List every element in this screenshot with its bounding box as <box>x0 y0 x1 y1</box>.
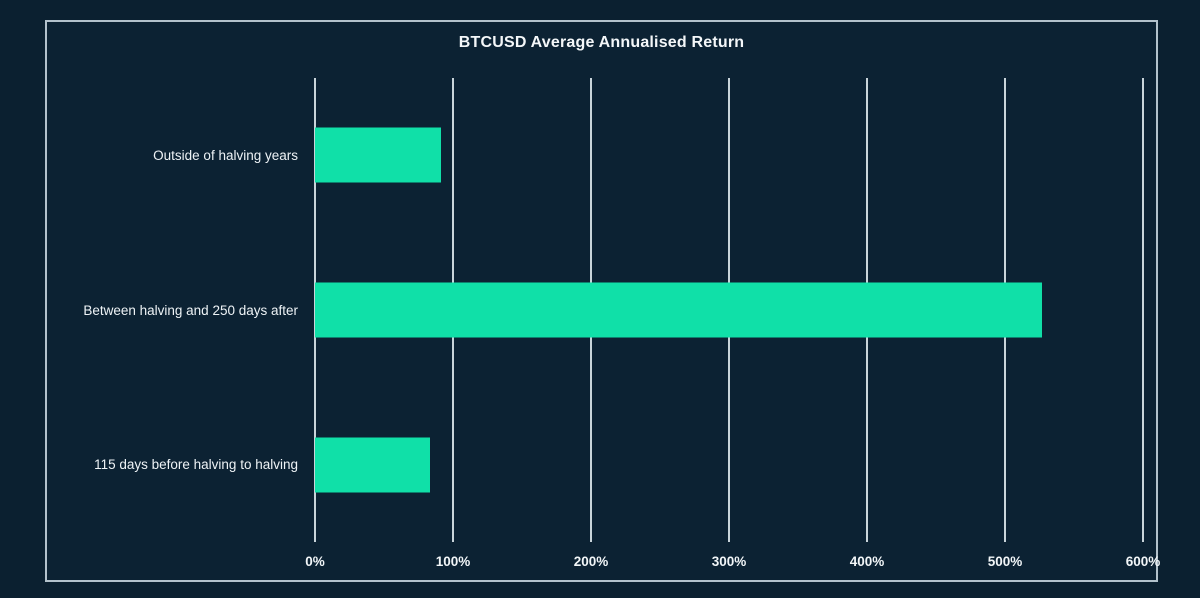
bar-2 <box>315 437 430 493</box>
bar-0 <box>315 127 441 183</box>
x-tick-label: 200% <box>573 554 609 569</box>
bar-row <box>315 387 1143 542</box>
x-tick-label: 400% <box>849 554 885 569</box>
x-tick-label: 600% <box>1125 554 1161 569</box>
x-tick-label: 0% <box>305 554 325 569</box>
bar-row <box>315 78 1143 233</box>
x-axis: 0% 100% 200% 300% 400% 500% 600% <box>305 548 1160 578</box>
bar-1 <box>315 282 1043 338</box>
y-axis-category-label: Outside of halving years <box>153 147 298 163</box>
x-tick-label: 500% <box>987 554 1023 569</box>
x-tick-label: 300% <box>711 554 747 569</box>
gridline-600 <box>1142 78 1144 542</box>
y-axis-category-label: Between halving and 250 days after <box>83 302 298 318</box>
y-axis-category-label: 115 days before halving to halving <box>94 457 298 473</box>
x-tick-label: 100% <box>435 554 471 569</box>
chart-title: BTCUSD Average Annualised Return <box>458 34 745 51</box>
bar-row <box>315 233 1143 388</box>
plot-area <box>314 78 1144 542</box>
y-axis-labels: Outside of halving years Between halving … <box>0 78 307 542</box>
